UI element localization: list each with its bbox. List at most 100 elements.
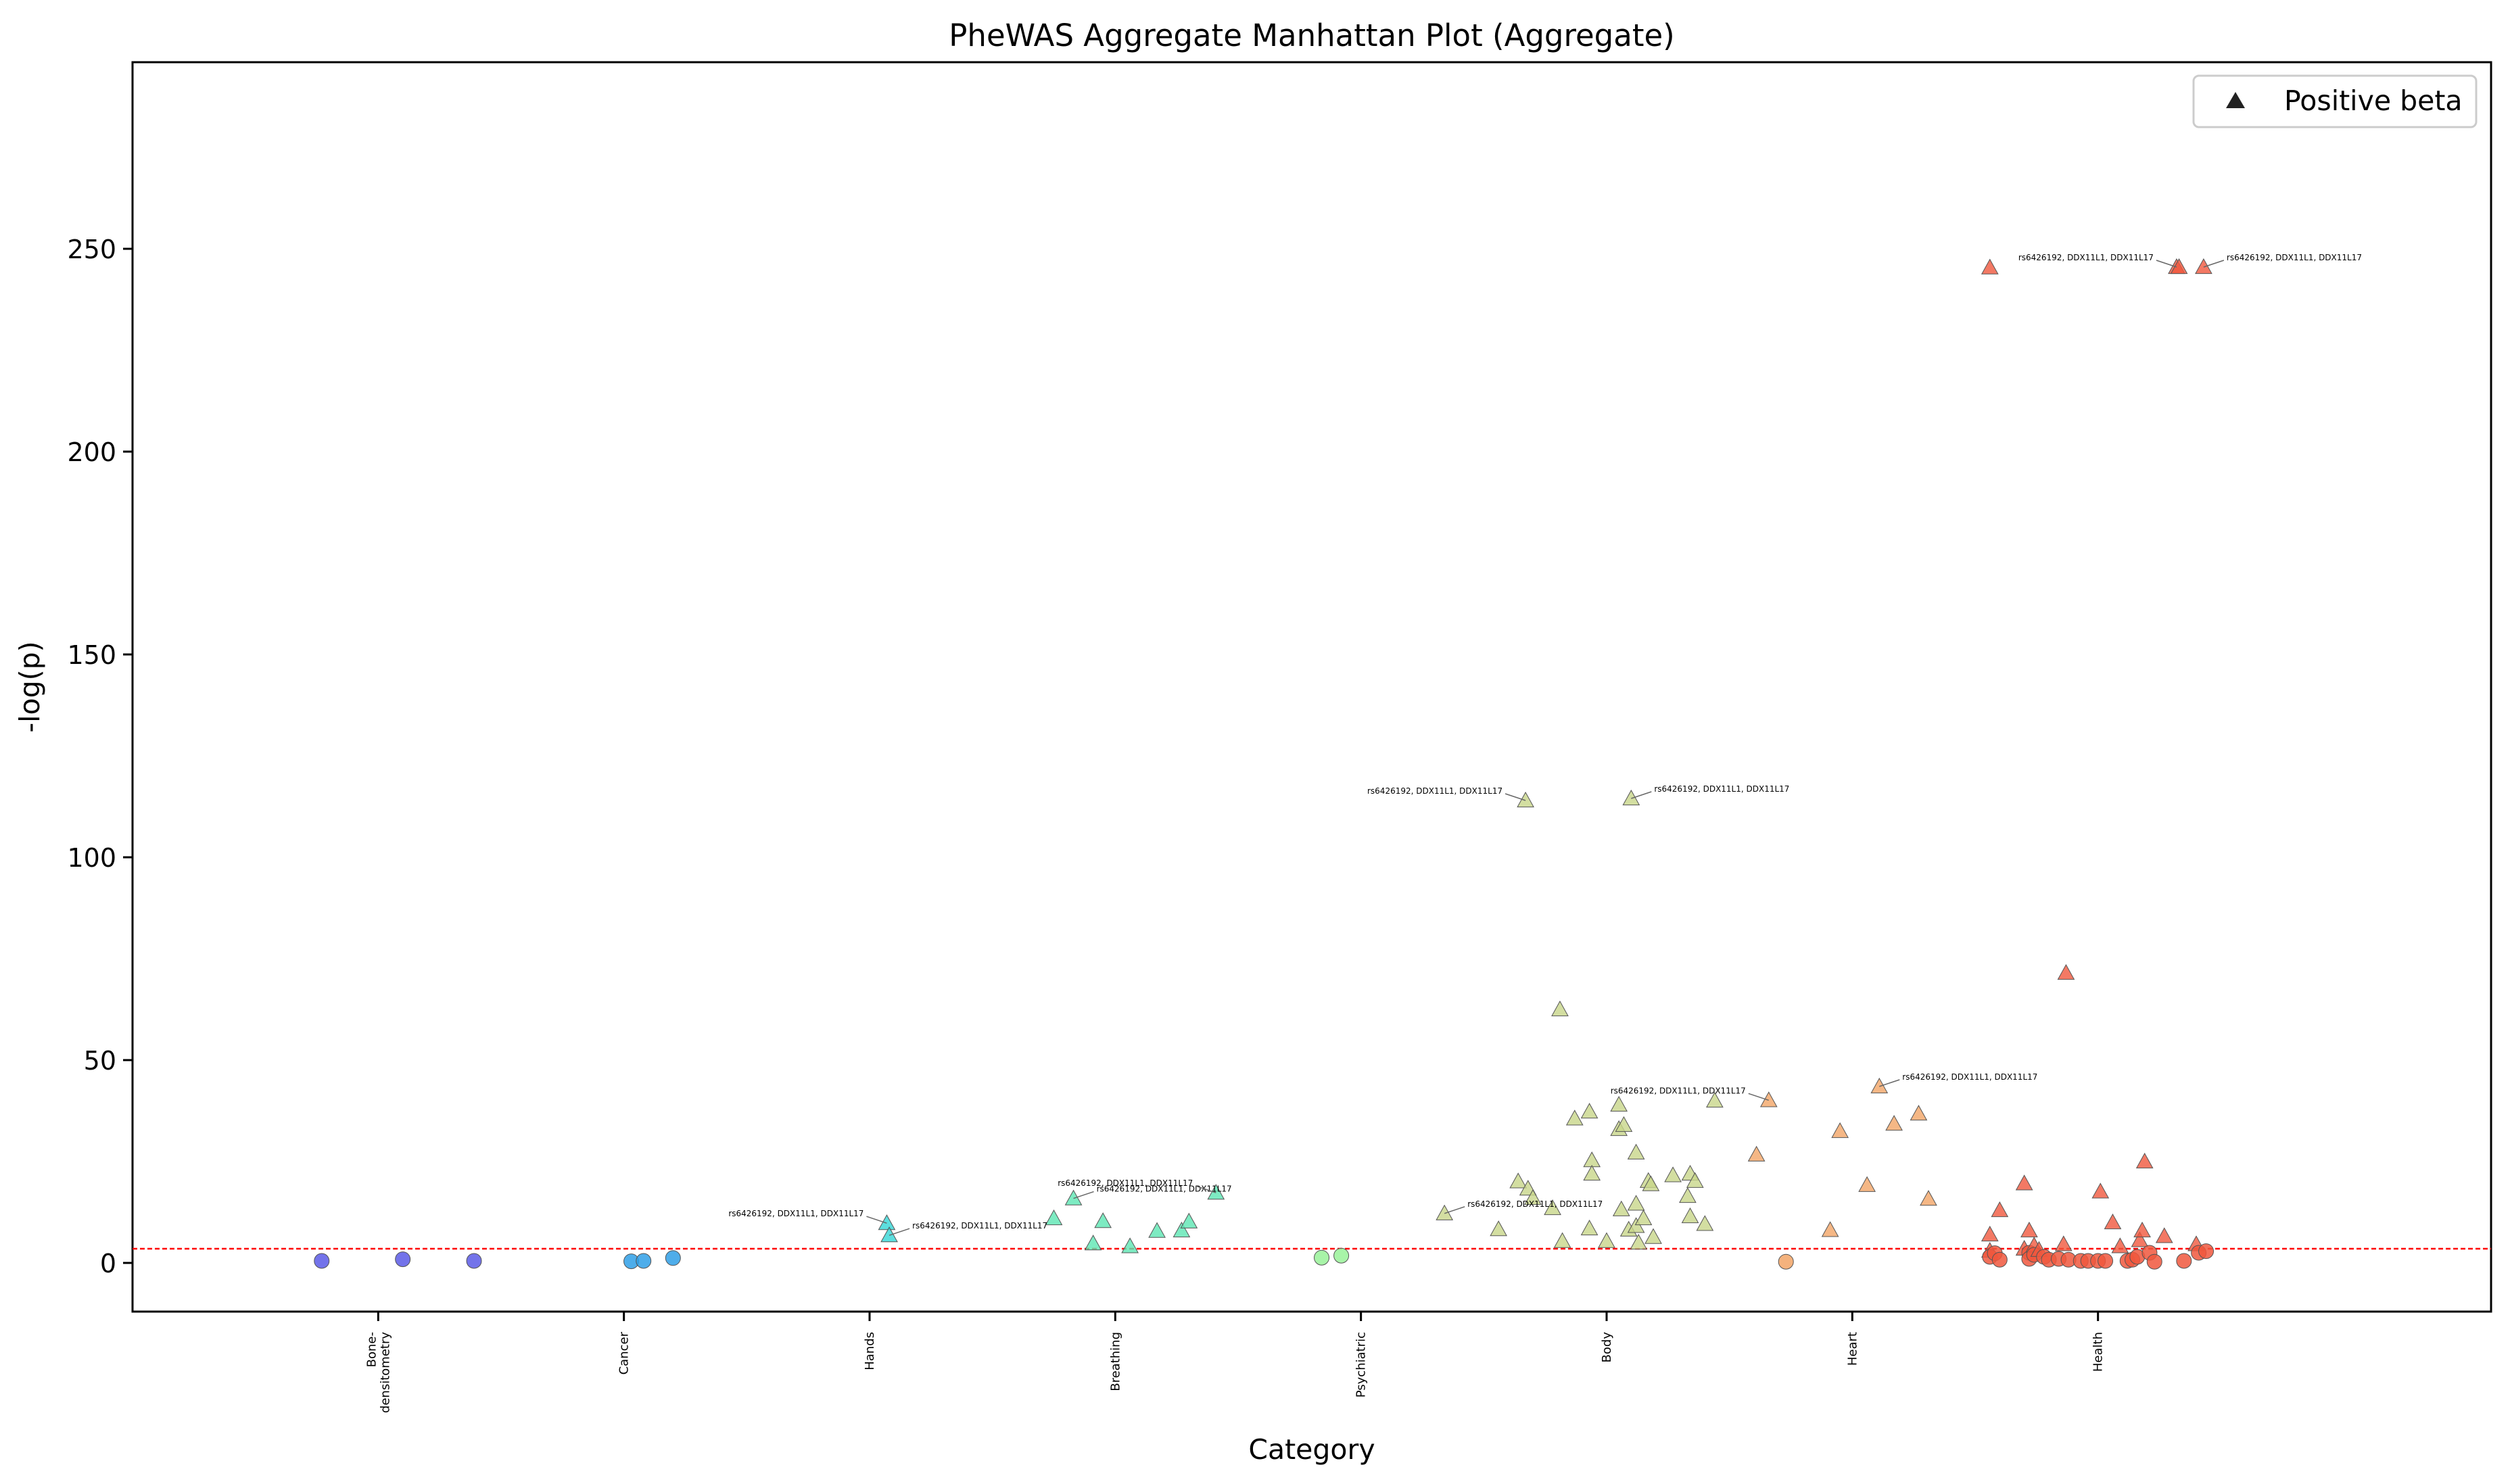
point-circle xyxy=(665,1250,681,1266)
point-triangle xyxy=(1679,1187,1697,1203)
x-tick-label-line: Breathing xyxy=(1108,1332,1122,1391)
x-tick-label-2: Cancer xyxy=(617,1331,632,1374)
point-triangle xyxy=(1509,1172,1528,1189)
point-triangle xyxy=(1920,1190,1937,1206)
point-triangle xyxy=(2111,1237,2129,1253)
point-triangle xyxy=(1644,1228,1662,1244)
point-triangle xyxy=(1686,1172,1704,1188)
annotation-arrow xyxy=(889,1228,910,1236)
point-triangle xyxy=(1634,1209,1653,1226)
point-triangle xyxy=(1858,1176,1876,1192)
annotation-arrow xyxy=(866,1216,887,1224)
point-triangle xyxy=(1565,1109,1584,1126)
y-tick-label: 50 xyxy=(84,1046,116,1076)
point-triangle xyxy=(1045,1209,1063,1226)
x-tick-label-6: Body xyxy=(1600,1332,1614,1363)
point-triangle xyxy=(1630,1233,1648,1250)
point-circle xyxy=(2146,1253,2162,1270)
x-axis-label: Category xyxy=(1248,1433,1375,1466)
point-triangle xyxy=(1910,1105,1928,1121)
point-triangle xyxy=(2015,1174,2033,1191)
x-tick-label-line: Hands xyxy=(863,1332,877,1370)
point-triangle xyxy=(1180,1212,1198,1228)
point-circle xyxy=(636,1253,652,1269)
chart-title: PheWAS Aggregate Manhattan Plot (Aggrega… xyxy=(949,18,1674,53)
point-triangle xyxy=(1580,1103,1599,1119)
x-tick-label-line: densitometry xyxy=(378,1332,392,1413)
x-tick-label-line: Heart xyxy=(1845,1332,1860,1366)
point-triangle xyxy=(1831,1122,1849,1139)
point-triangle xyxy=(1064,1189,1083,1205)
point-triangle xyxy=(1612,1200,1630,1216)
x-tick-label-line: Cancer xyxy=(617,1331,632,1374)
annotation-arrow xyxy=(2203,260,2225,268)
y-tick-label: 100 xyxy=(67,843,116,873)
point-triangle xyxy=(2091,1182,2110,1199)
point-annotation-label: rs6426192, DDX11L1, DDX11L17 xyxy=(728,1209,863,1218)
annotation-arrow xyxy=(1073,1191,1094,1199)
y-tick-label: 150 xyxy=(67,640,116,670)
point-triangle xyxy=(2131,1231,2149,1247)
point-triangle xyxy=(1148,1222,1166,1238)
plot-area xyxy=(131,61,2492,1313)
annotation-arrow xyxy=(1879,1079,1900,1087)
point-triangle xyxy=(878,1214,896,1230)
x-tick-label-line: Health xyxy=(2091,1332,2106,1372)
point-triangle xyxy=(2054,1235,2073,1251)
point-triangle xyxy=(1580,1219,1599,1236)
annotation-arrow xyxy=(2156,260,2177,268)
point-triangle xyxy=(1598,1232,1615,1248)
point-triangle xyxy=(2133,1221,2151,1238)
x-tick-label-8: Health xyxy=(2091,1332,2106,1372)
x-tick-label-5: Psychiatric xyxy=(1354,1332,1369,1397)
point-triangle xyxy=(1870,1077,1889,1094)
point-triangle xyxy=(1991,1201,2009,1218)
x-tick-label-line: Bone- xyxy=(364,1332,379,1367)
point-circle xyxy=(2176,1253,2192,1269)
point-triangle xyxy=(2057,963,2075,980)
point-triangle xyxy=(1524,1189,1542,1205)
point-triangle xyxy=(1610,1095,1628,1112)
point-triangle xyxy=(1696,1215,1714,1231)
point-triangle xyxy=(1642,1175,1660,1191)
point-circle xyxy=(395,1251,411,1268)
y-tick-label: 0 xyxy=(100,1249,116,1278)
point-circle xyxy=(314,1253,330,1269)
point-annotation-label: rs6426192, DDX11L1, DDX11L17 xyxy=(2227,253,2362,262)
point-triangle xyxy=(1706,1091,1724,1108)
point-annotation-label: rs6426192, DDX11L1, DDX11L17 xyxy=(1467,1199,1603,1209)
x-tick-label-line: Body xyxy=(1600,1332,1614,1363)
point-triangle xyxy=(1821,1221,1839,1237)
point-annotation-label: rs6426192, DDX11L1, DDX11L17 xyxy=(2018,253,2154,262)
point-triangle xyxy=(1207,1184,1225,1200)
annotation-arrow xyxy=(1444,1206,1465,1214)
point-annotation-label: rs6426192, DDX11L1, DDX11L17 xyxy=(1367,786,1502,796)
point-triangle xyxy=(1121,1237,1139,1253)
point-annotation-label: rs6426192, DDX11L1, DDX11L17 xyxy=(1654,784,1789,794)
point-triangle xyxy=(1747,1145,1766,1162)
point-circle xyxy=(2098,1253,2114,1269)
point-triangle xyxy=(1627,1217,1645,1233)
point-triangle xyxy=(1517,791,1534,808)
point-annotation-label: rs6426192, DDX11L1, DDX11L17 xyxy=(1902,1072,2037,1082)
point-annotation-label: rs6426192, DDX11L1, DDX11L17 xyxy=(1611,1086,1746,1095)
data-points xyxy=(314,258,2215,1270)
legend-triangle-marker xyxy=(2226,92,2245,108)
point-triangle xyxy=(1583,1164,1601,1181)
y-axis: 0 50 100 150 200 250 xyxy=(67,235,133,1278)
x-tick-label-7: Heart xyxy=(1845,1332,1860,1366)
y-tick-label: 200 xyxy=(67,437,116,467)
annotation-arrow xyxy=(1505,793,1526,801)
legend-box xyxy=(2192,74,2478,128)
point-circle xyxy=(1991,1251,2008,1268)
point-triangle xyxy=(880,1226,898,1243)
y-tick-label: 250 xyxy=(67,235,116,264)
point-triangle xyxy=(1490,1220,1507,1237)
point-triangle xyxy=(2135,1152,2154,1169)
point-triangle xyxy=(1553,1232,1571,1248)
point-triangle xyxy=(1885,1115,1903,1131)
point-triangle xyxy=(1094,1212,1112,1228)
point-triangle xyxy=(1681,1207,1699,1224)
point-triangle xyxy=(1084,1235,1102,1251)
